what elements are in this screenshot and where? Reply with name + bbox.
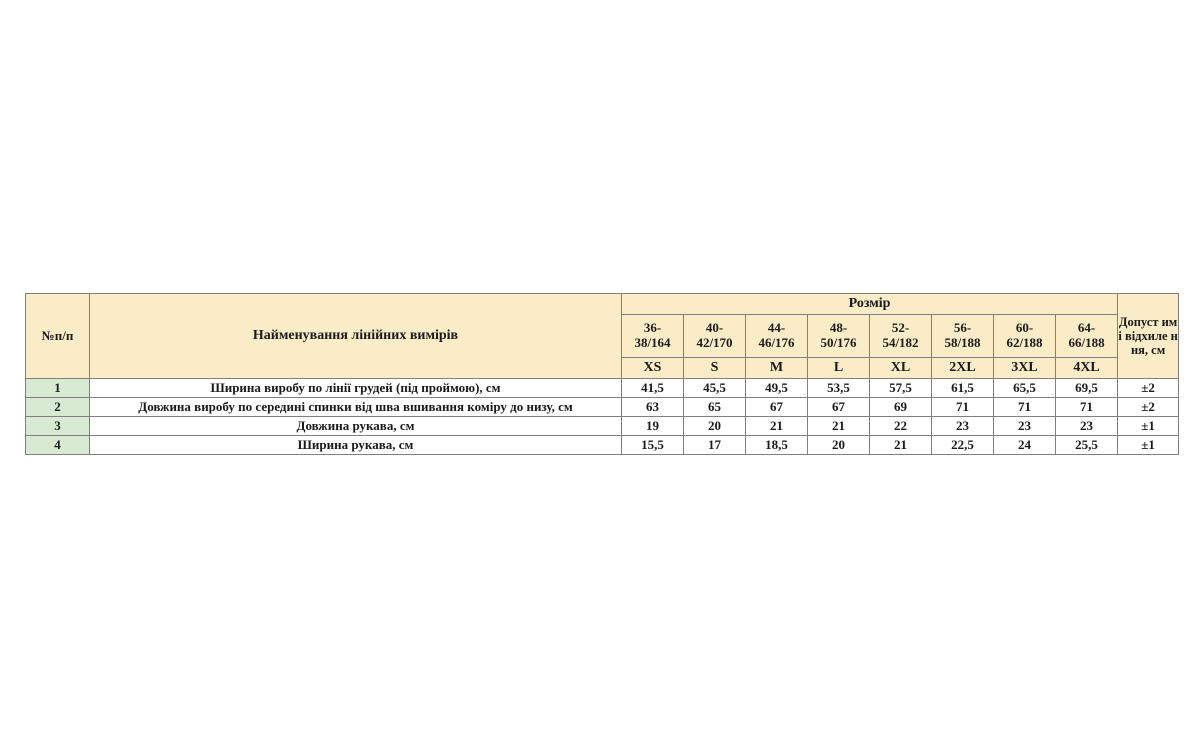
header-size-label-xs: XS — [621, 357, 684, 379]
cell-value-l: 21 — [807, 416, 870, 436]
cell-tolerance: ±2 — [1117, 378, 1180, 398]
cell-value-3xl: 71 — [993, 397, 1056, 417]
row-index: 3 — [25, 416, 90, 436]
cell-value-m: 18,5 — [745, 435, 808, 455]
cell-value-2xl: 61,5 — [931, 378, 994, 398]
row-index: 4 — [25, 435, 90, 455]
cell-value-xl: 69 — [869, 397, 932, 417]
header-tolerance-line-3: відхиле — [1124, 329, 1168, 343]
header-size-label-l: L — [807, 357, 870, 379]
cell-value-xs: 15,5 — [621, 435, 684, 455]
size-code-line-1: 48- — [829, 320, 848, 336]
cell-value-l: 20 — [807, 435, 870, 455]
cell-value-xs: 63 — [621, 397, 684, 417]
header-row-size-codes: 36- 38/164 40- 42/170 44- 46/176 48- 50/… — [26, 314, 1179, 358]
row-measurement-name: Ширина рукава, см — [89, 435, 622, 455]
cell-value-2xl: 71 — [931, 397, 994, 417]
size-code-line-1: 44- — [767, 320, 786, 336]
size-code-line-2: 42/170 — [696, 335, 733, 350]
cell-value-l: 53,5 — [807, 378, 870, 398]
size-code-line-1: 36- — [643, 320, 662, 336]
header-size-code-l: 48- 50/176 — [807, 314, 870, 358]
cell-value-xl: 22 — [869, 416, 932, 436]
cell-value-l: 67 — [807, 397, 870, 417]
cell-value-3xl: 23 — [993, 416, 1056, 436]
size-code-line-2: 54/182 — [882, 335, 919, 350]
cell-tolerance: ±1 — [1117, 416, 1180, 436]
cell-value-s: 65 — [683, 397, 746, 417]
header-measurement-name: Найменування лінійних вимірів — [89, 293, 622, 379]
size-code-line-1: 40- — [705, 320, 724, 336]
cell-value-s: 20 — [683, 416, 746, 436]
cell-tolerance: ±1 — [1117, 435, 1180, 455]
row-measurement-name: Довжина виробу по середині спинки від шв… — [89, 397, 622, 417]
cell-value-xl: 21 — [869, 435, 932, 455]
cell-value-3xl: 65,5 — [993, 378, 1056, 398]
cell-value-4xl: 69,5 — [1054, 378, 1119, 398]
cell-value-s: 45,5 — [683, 378, 746, 398]
header-tolerance-line-4: ння, см — [1130, 329, 1178, 357]
row-measurement-name: Ширина виробу по лінії грудей (під пройм… — [89, 378, 622, 398]
table-row: 1 Ширина виробу по лінії грудей (під про… — [25, 378, 1180, 398]
size-measurements-table: №п/п Найменування лінійних вимірів Розмі… — [25, 293, 1180, 455]
size-code-line-2: 46/176 — [758, 335, 795, 350]
row-index: 2 — [25, 397, 90, 417]
table-row: 3 Довжина рукава, см 19 20 21 21 22 23 2… — [25, 416, 1180, 436]
header-size-code-s: 40- 42/170 — [683, 314, 746, 358]
header-size-label-s: S — [683, 357, 746, 379]
size-code-line-1: 60- — [1015, 320, 1034, 336]
size-chart-container: №п/п Найменування лінійних вимірів Розмі… — [25, 293, 1180, 455]
header-tolerance-line-2: имі — [1118, 315, 1178, 343]
cell-value-2xl: 23 — [931, 416, 994, 436]
cell-value-3xl: 24 — [993, 435, 1056, 455]
cell-tolerance: ±2 — [1117, 397, 1180, 417]
size-code-line-2: 62/188 — [1006, 335, 1043, 350]
cell-value-4xl: 25,5 — [1054, 435, 1119, 455]
size-code-line-2: 58/188 — [944, 335, 981, 350]
header-tolerance-line-1: Допуст — [1118, 315, 1159, 329]
cell-value-xs: 19 — [621, 416, 684, 436]
header-index: №п/п — [25, 293, 90, 379]
header-size-code-2xl: 56- 58/188 — [931, 314, 994, 358]
header-size-label-3xl: 3XL — [993, 357, 1056, 379]
size-code-line-1: 56- — [953, 320, 972, 336]
header-size-code-m: 44- 46/176 — [745, 314, 808, 358]
size-code-line-2: 38/164 — [634, 335, 671, 350]
cell-value-4xl: 23 — [1054, 416, 1119, 436]
table-head: №п/п Найменування лінійних вимірів Розмі… — [25, 293, 1180, 379]
header-size-label-m: M — [745, 357, 808, 379]
cell-value-m: 21 — [745, 416, 808, 436]
size-code-line-2: 50/176 — [820, 335, 857, 350]
size-code-line-1: 64- — [1077, 320, 1096, 336]
header-tolerance: Допуст имі відхиле ння, см — [1117, 293, 1180, 379]
size-code-line-2: 66/188 — [1068, 335, 1105, 350]
cell-value-s: 17 — [683, 435, 746, 455]
row-measurement-name: Довжина рукава, см — [89, 416, 622, 436]
row-index: 1 — [25, 378, 90, 398]
cell-value-m: 67 — [745, 397, 808, 417]
cell-value-2xl: 22,5 — [931, 435, 994, 455]
header-size-group: Розмір — [620, 293, 1119, 315]
header-size-label-4xl: 4XL — [1054, 357, 1119, 379]
header-size-code-4xl: 64- 66/188 — [1054, 314, 1119, 358]
cell-value-m: 49,5 — [745, 378, 808, 398]
header-size-code-xl: 52- 54/182 — [869, 314, 932, 358]
table-body: 1 Ширина виробу по лінії грудей (під про… — [25, 378, 1180, 455]
cell-value-4xl: 71 — [1054, 397, 1119, 417]
size-code-line-1: 52- — [891, 320, 910, 336]
header-size-code-xs: 36- 38/164 — [621, 314, 684, 358]
header-row-group: №п/п Найменування лінійних вимірів Розмі… — [25, 293, 1180, 379]
table-row: 4 Ширина рукава, см 15,5 17 18,5 20 21 2… — [25, 435, 1180, 455]
header-size-label-2xl: 2XL — [931, 357, 994, 379]
cell-value-xl: 57,5 — [869, 378, 932, 398]
header-size-code-3xl: 60- 62/188 — [993, 314, 1056, 358]
table-row: 2 Довжина виробу по середині спинки від … — [25, 397, 1180, 417]
header-size-label-xl: XL — [869, 357, 932, 379]
cell-value-xs: 41,5 — [621, 378, 684, 398]
